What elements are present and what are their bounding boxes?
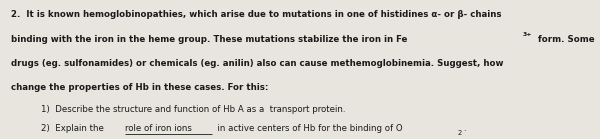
Text: form. Some: form. Some — [535, 35, 594, 44]
Text: 1)  Describe the structure and function of Hb A as a  transport protein.: 1) Describe the structure and function o… — [41, 105, 346, 114]
Text: in active centers of Hb for the binding of O: in active centers of Hb for the binding … — [212, 124, 403, 133]
Text: 2)  Explain the: 2) Explain the — [41, 124, 106, 133]
Text: 3+: 3+ — [522, 32, 532, 37]
Text: change the properties of Hb in these cases. For this:: change the properties of Hb in these cas… — [11, 83, 268, 92]
Text: .: . — [463, 124, 466, 133]
Text: drugs (eg. sulfonamides) or chemicals (eg. anilin) also can cause methemoglobine: drugs (eg. sulfonamides) or chemicals (e… — [11, 59, 503, 68]
Text: 2.  It is known hemoglobinopathies, which arise due to mutations in one of histi: 2. It is known hemoglobinopathies, which… — [11, 10, 502, 19]
Text: 2: 2 — [458, 130, 462, 136]
Text: role of iron ions: role of iron ions — [125, 124, 193, 133]
Text: binding with the iron in the heme group. These mutations stabilize the iron in F: binding with the iron in the heme group.… — [11, 35, 407, 44]
